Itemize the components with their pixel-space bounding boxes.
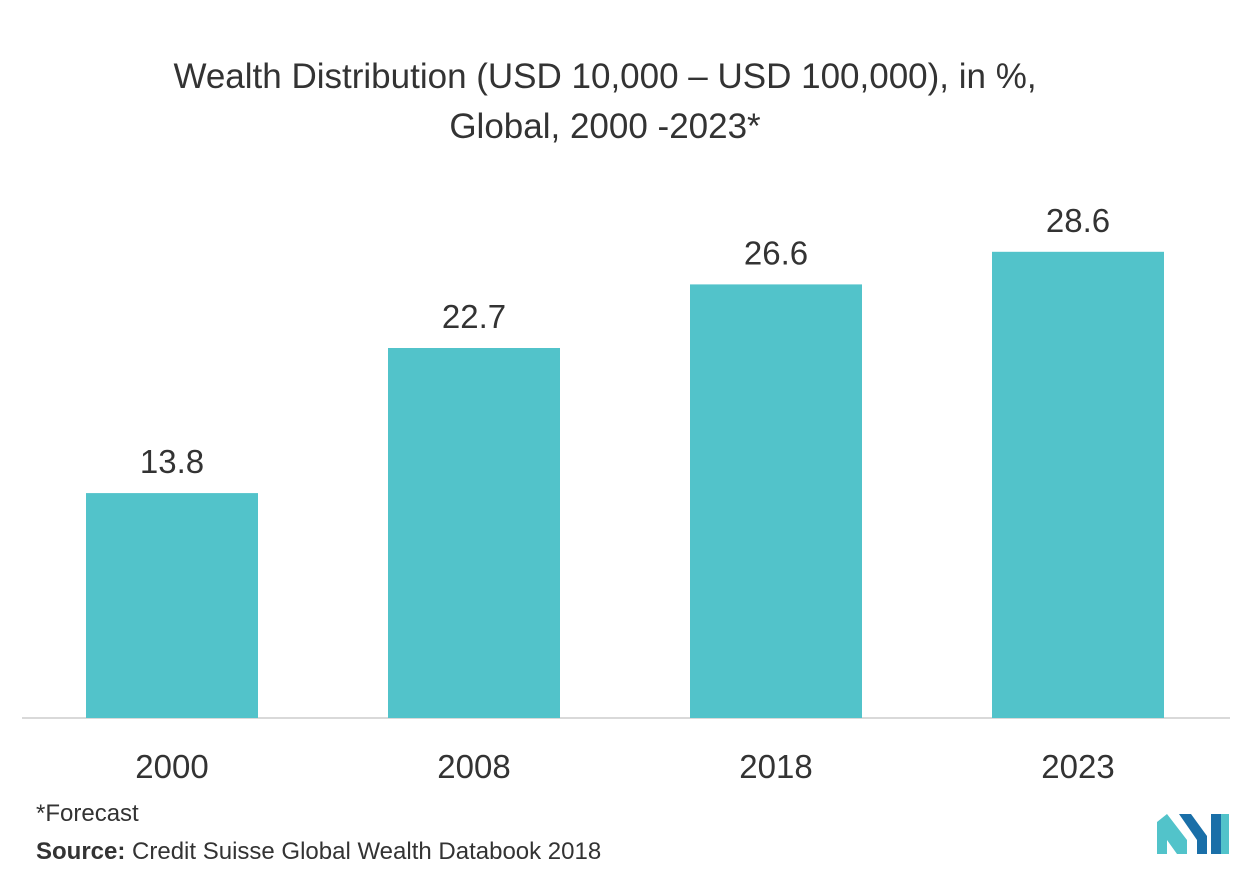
bar-2008 bbox=[388, 348, 560, 718]
mordor-logo-icon bbox=[1157, 814, 1229, 854]
bars-group bbox=[86, 251, 1164, 719]
x-tick-label-2000: 2000 bbox=[135, 748, 208, 785]
forecast-footnote: *Forecast bbox=[36, 800, 139, 827]
bar-2018 bbox=[690, 284, 862, 718]
bar-chart: 13.8 22.7 26.6 28.6 2000 2008 2018 2023 bbox=[22, 202, 1230, 785]
source-line: Source: Credit Suisse Global Wealth Data… bbox=[36, 838, 601, 866]
value-label-2023: 28.6 bbox=[1046, 202, 1110, 239]
chart-title-line-2: Global, 2000 -2023* bbox=[449, 107, 761, 146]
logo-right-shape bbox=[1211, 814, 1221, 854]
bar-2023 bbox=[992, 251, 1164, 719]
x-tick-label-2018: 2018 bbox=[739, 748, 812, 785]
value-label-2008: 22.7 bbox=[442, 298, 506, 335]
logo-middle-shape bbox=[1179, 814, 1207, 854]
logo-right-accent bbox=[1221, 814, 1229, 854]
source-text: Credit Suisse Global Wealth Databook 201… bbox=[132, 838, 602, 865]
logo-left-shape bbox=[1157, 814, 1187, 854]
value-label-2000: 13.8 bbox=[140, 443, 204, 480]
x-tick-label-2008: 2008 bbox=[437, 748, 510, 785]
x-tick-label-2023: 2023 bbox=[1041, 748, 1114, 785]
x-tick-labels-group: 2000 2008 2018 2023 bbox=[135, 748, 1114, 785]
value-labels-group: 13.8 22.7 26.6 28.6 bbox=[140, 202, 1110, 480]
source-label: Source: bbox=[36, 838, 126, 865]
value-label-2018: 26.6 bbox=[744, 234, 808, 271]
chart-title-line-1: Wealth Distribution (USD 10,000 – USD 10… bbox=[173, 57, 1037, 96]
chart-title: Wealth Distribution (USD 10,000 – USD 10… bbox=[0, 52, 1210, 152]
bar-2000 bbox=[86, 493, 258, 718]
